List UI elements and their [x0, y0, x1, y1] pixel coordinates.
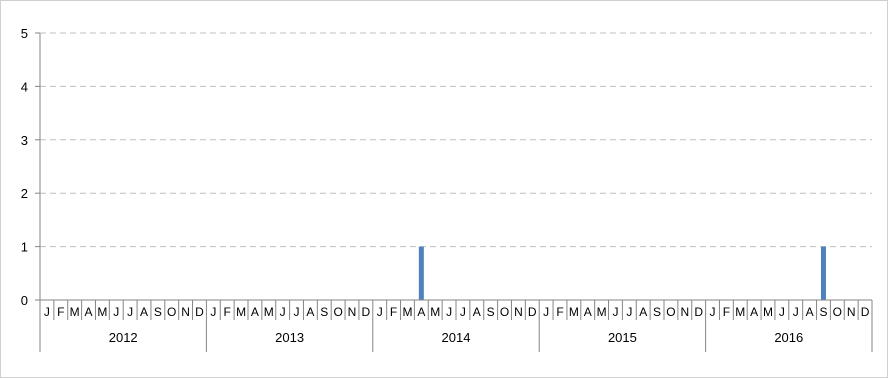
y-axis-tick-labels: 0 1 2 3 4 5	[21, 26, 28, 308]
month-label: D	[861, 305, 870, 319]
month-label: A	[306, 305, 314, 319]
month-label: J	[543, 305, 549, 319]
month-label: F	[224, 305, 231, 319]
month-label: J	[626, 305, 632, 319]
month-label: J	[44, 305, 50, 319]
month-label: N	[680, 305, 689, 319]
month-label: A	[473, 305, 481, 319]
y-tick-label: 5	[21, 26, 28, 41]
month-label: J	[710, 305, 716, 319]
bar	[418, 246, 424, 300]
month-label: S	[320, 305, 328, 319]
month-label: J	[779, 305, 785, 319]
month-label: N	[348, 305, 357, 319]
month-label: M	[236, 305, 246, 319]
month-label: J	[210, 305, 216, 319]
month-label: A	[251, 305, 259, 319]
bars	[418, 246, 826, 300]
y-tick-label: 0	[21, 293, 28, 308]
month-label: O	[500, 305, 509, 319]
month-label: J	[793, 305, 799, 319]
month-label: J	[612, 305, 618, 319]
month-label: M	[264, 305, 274, 319]
axes	[35, 32, 873, 352]
month-label: N	[847, 305, 856, 319]
month-label: M	[763, 305, 773, 319]
month-label: O	[333, 305, 342, 319]
month-label: M	[597, 305, 607, 319]
month-label: A	[140, 305, 148, 319]
year-label: 2015	[608, 330, 637, 345]
month-label: A	[639, 305, 647, 319]
month-label: S	[653, 305, 661, 319]
month-label: S	[487, 305, 495, 319]
month-label: D	[362, 305, 371, 319]
month-label: O	[666, 305, 675, 319]
month-label: O	[833, 305, 842, 319]
month-label: A	[750, 305, 758, 319]
year-label: 2012	[109, 330, 138, 345]
month-label: N	[514, 305, 523, 319]
month-label: F	[556, 305, 563, 319]
month-label: D	[528, 305, 537, 319]
month-label: M	[97, 305, 107, 319]
month-label: J	[280, 305, 286, 319]
month-label: J	[446, 305, 452, 319]
bar	[820, 246, 826, 300]
month-label: M	[735, 305, 745, 319]
month-label: A	[417, 305, 425, 319]
month-label: S	[154, 305, 162, 319]
month-label: N	[181, 305, 190, 319]
y-tick-label: 3	[21, 133, 28, 148]
month-label: M	[569, 305, 579, 319]
month-label: F	[723, 305, 730, 319]
month-label: F	[390, 305, 397, 319]
month-label: O	[167, 305, 176, 319]
year-label: 2014	[442, 330, 471, 345]
year-label: 2013	[275, 330, 304, 345]
month-label: D	[195, 305, 204, 319]
month-label: J	[460, 305, 466, 319]
month-label: M	[70, 305, 80, 319]
month-label: J	[377, 305, 383, 319]
month-label: A	[85, 305, 93, 319]
month-label: F	[57, 305, 64, 319]
month-label: A	[584, 305, 592, 319]
month-label: A	[806, 305, 814, 319]
gridlines	[40, 32, 872, 248]
y-tick-label: 4	[21, 79, 28, 94]
month-label: M	[430, 305, 440, 319]
month-label: J	[294, 305, 300, 319]
month-label: J	[113, 305, 119, 319]
month-label: S	[819, 305, 827, 319]
y-tick-label: 2	[21, 186, 28, 201]
month-label: J	[127, 305, 133, 319]
year-label: 2016	[774, 330, 803, 345]
month-label: D	[694, 305, 703, 319]
month-label: M	[402, 305, 412, 319]
y-tick-label: 1	[21, 240, 28, 255]
